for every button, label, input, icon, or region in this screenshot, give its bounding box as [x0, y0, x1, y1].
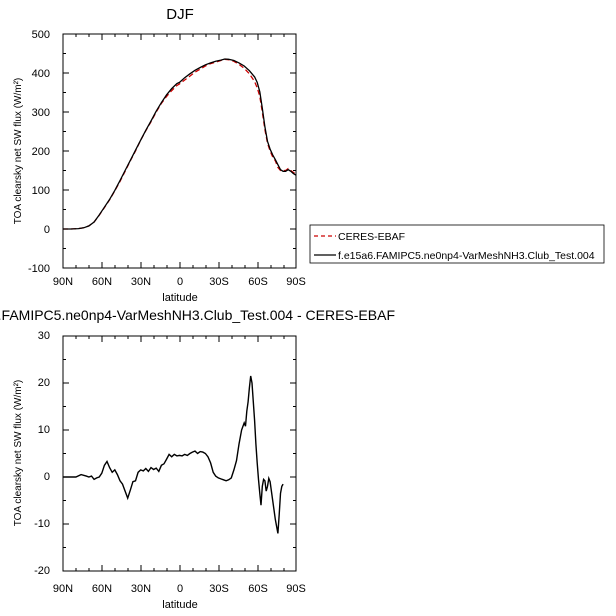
- top-chart-ticks: [63, 34, 296, 268]
- top-chart-title: DJF: [166, 6, 194, 23]
- top-y-tick-label: 500: [32, 29, 50, 41]
- top-y-tick-label: 300: [32, 107, 50, 119]
- bottom-chart-ticks: [63, 336, 296, 571]
- top-y-tick-label: -100: [28, 263, 50, 275]
- bottom-chart-x-label: latitude: [162, 599, 197, 611]
- top-y-tick-label: 0: [44, 224, 50, 236]
- legend: CERES-EBAF f.e15a6.FAMIPC5.ne0np4-VarMes…: [309, 224, 605, 264]
- top-x-tick-label: 60N: [92, 276, 112, 288]
- bottom-x-tick-label: 90N: [53, 583, 73, 595]
- top-x-tick-label: 90N: [53, 276, 73, 288]
- top-y-tick-label: 100: [32, 185, 50, 197]
- top-y-tick-label: 400: [32, 68, 50, 80]
- bottom-x-tick-label: 30N: [131, 583, 151, 595]
- bottom-x-tick-label: 30S: [209, 583, 229, 595]
- bottom-x-tick-label: 0: [177, 583, 183, 595]
- top-chart: DJF 500 400 300 200 100 0 -100 90N 60N 3…: [13, 6, 306, 304]
- bottom-y-tick-label: 20: [38, 377, 50, 389]
- bottom-chart-series-layer: [63, 375, 284, 534]
- top-x-tick-label: 30N: [131, 276, 151, 288]
- bottom-y-tick-label: -10: [34, 518, 50, 530]
- series-line-model: [63, 58, 297, 230]
- series-line-difference: [63, 375, 284, 534]
- top-x-tick-label: 30S: [209, 276, 229, 288]
- top-chart-y-tick-labels: 500 400 300 200 100 0 -100: [28, 29, 50, 275]
- bottom-y-tick-label: 0: [44, 471, 50, 483]
- top-y-tick-label: 200: [32, 146, 50, 158]
- bottom-chart-x-tick-labels: 90N 60N 30N 0 30S 60S 90S: [53, 583, 306, 595]
- legend-box: [309, 224, 605, 264]
- top-x-tick-label: 60S: [248, 276, 268, 288]
- bottom-y-tick-label: 10: [38, 424, 50, 436]
- top-chart-x-label: latitude: [162, 292, 197, 304]
- legend-label-ceres-ebaf: CERES-EBAF: [338, 231, 405, 243]
- bottom-chart-plot-frame: [62, 335, 297, 572]
- bottom-x-tick-label: 60N: [92, 583, 112, 595]
- top-x-tick-label: 0: [177, 276, 183, 288]
- bottom-chart: f.e15a6.FAMIPC5.ne0np4-VarMeshNH3.Club_T…: [0, 307, 395, 611]
- bottom-y-tick-label: -20: [34, 565, 50, 577]
- top-chart-series-layer: [63, 58, 297, 230]
- bottom-x-tick-label: 90S: [286, 583, 306, 595]
- series-line-ceres-ebaf: [63, 58, 297, 230]
- bottom-y-tick-label: 30: [38, 330, 50, 342]
- bottom-chart-y-tick-labels: 30 20 10 0 -10 -20: [34, 330, 50, 577]
- top-chart-plot-frame: [62, 33, 297, 269]
- bottom-chart-y-label: TOA clearsky net SW flux (W/m²): [13, 380, 24, 527]
- top-x-tick-label: 90S: [286, 276, 306, 288]
- bottom-chart-title: f.e15a6.FAMIPC5.ne0np4-VarMeshNH3.Club_T…: [0, 307, 395, 323]
- legend-label-model: f.e15a6.FAMIPC5.ne0np4-VarMeshNH3.Club_T…: [338, 250, 595, 262]
- top-chart-x-tick-labels: 90N 60N 30N 0 30S 60S 90S: [53, 276, 306, 288]
- bottom-x-tick-label: 60S: [248, 583, 268, 595]
- top-chart-y-label: TOA clearsky net SW flux (W/m²): [13, 78, 24, 225]
